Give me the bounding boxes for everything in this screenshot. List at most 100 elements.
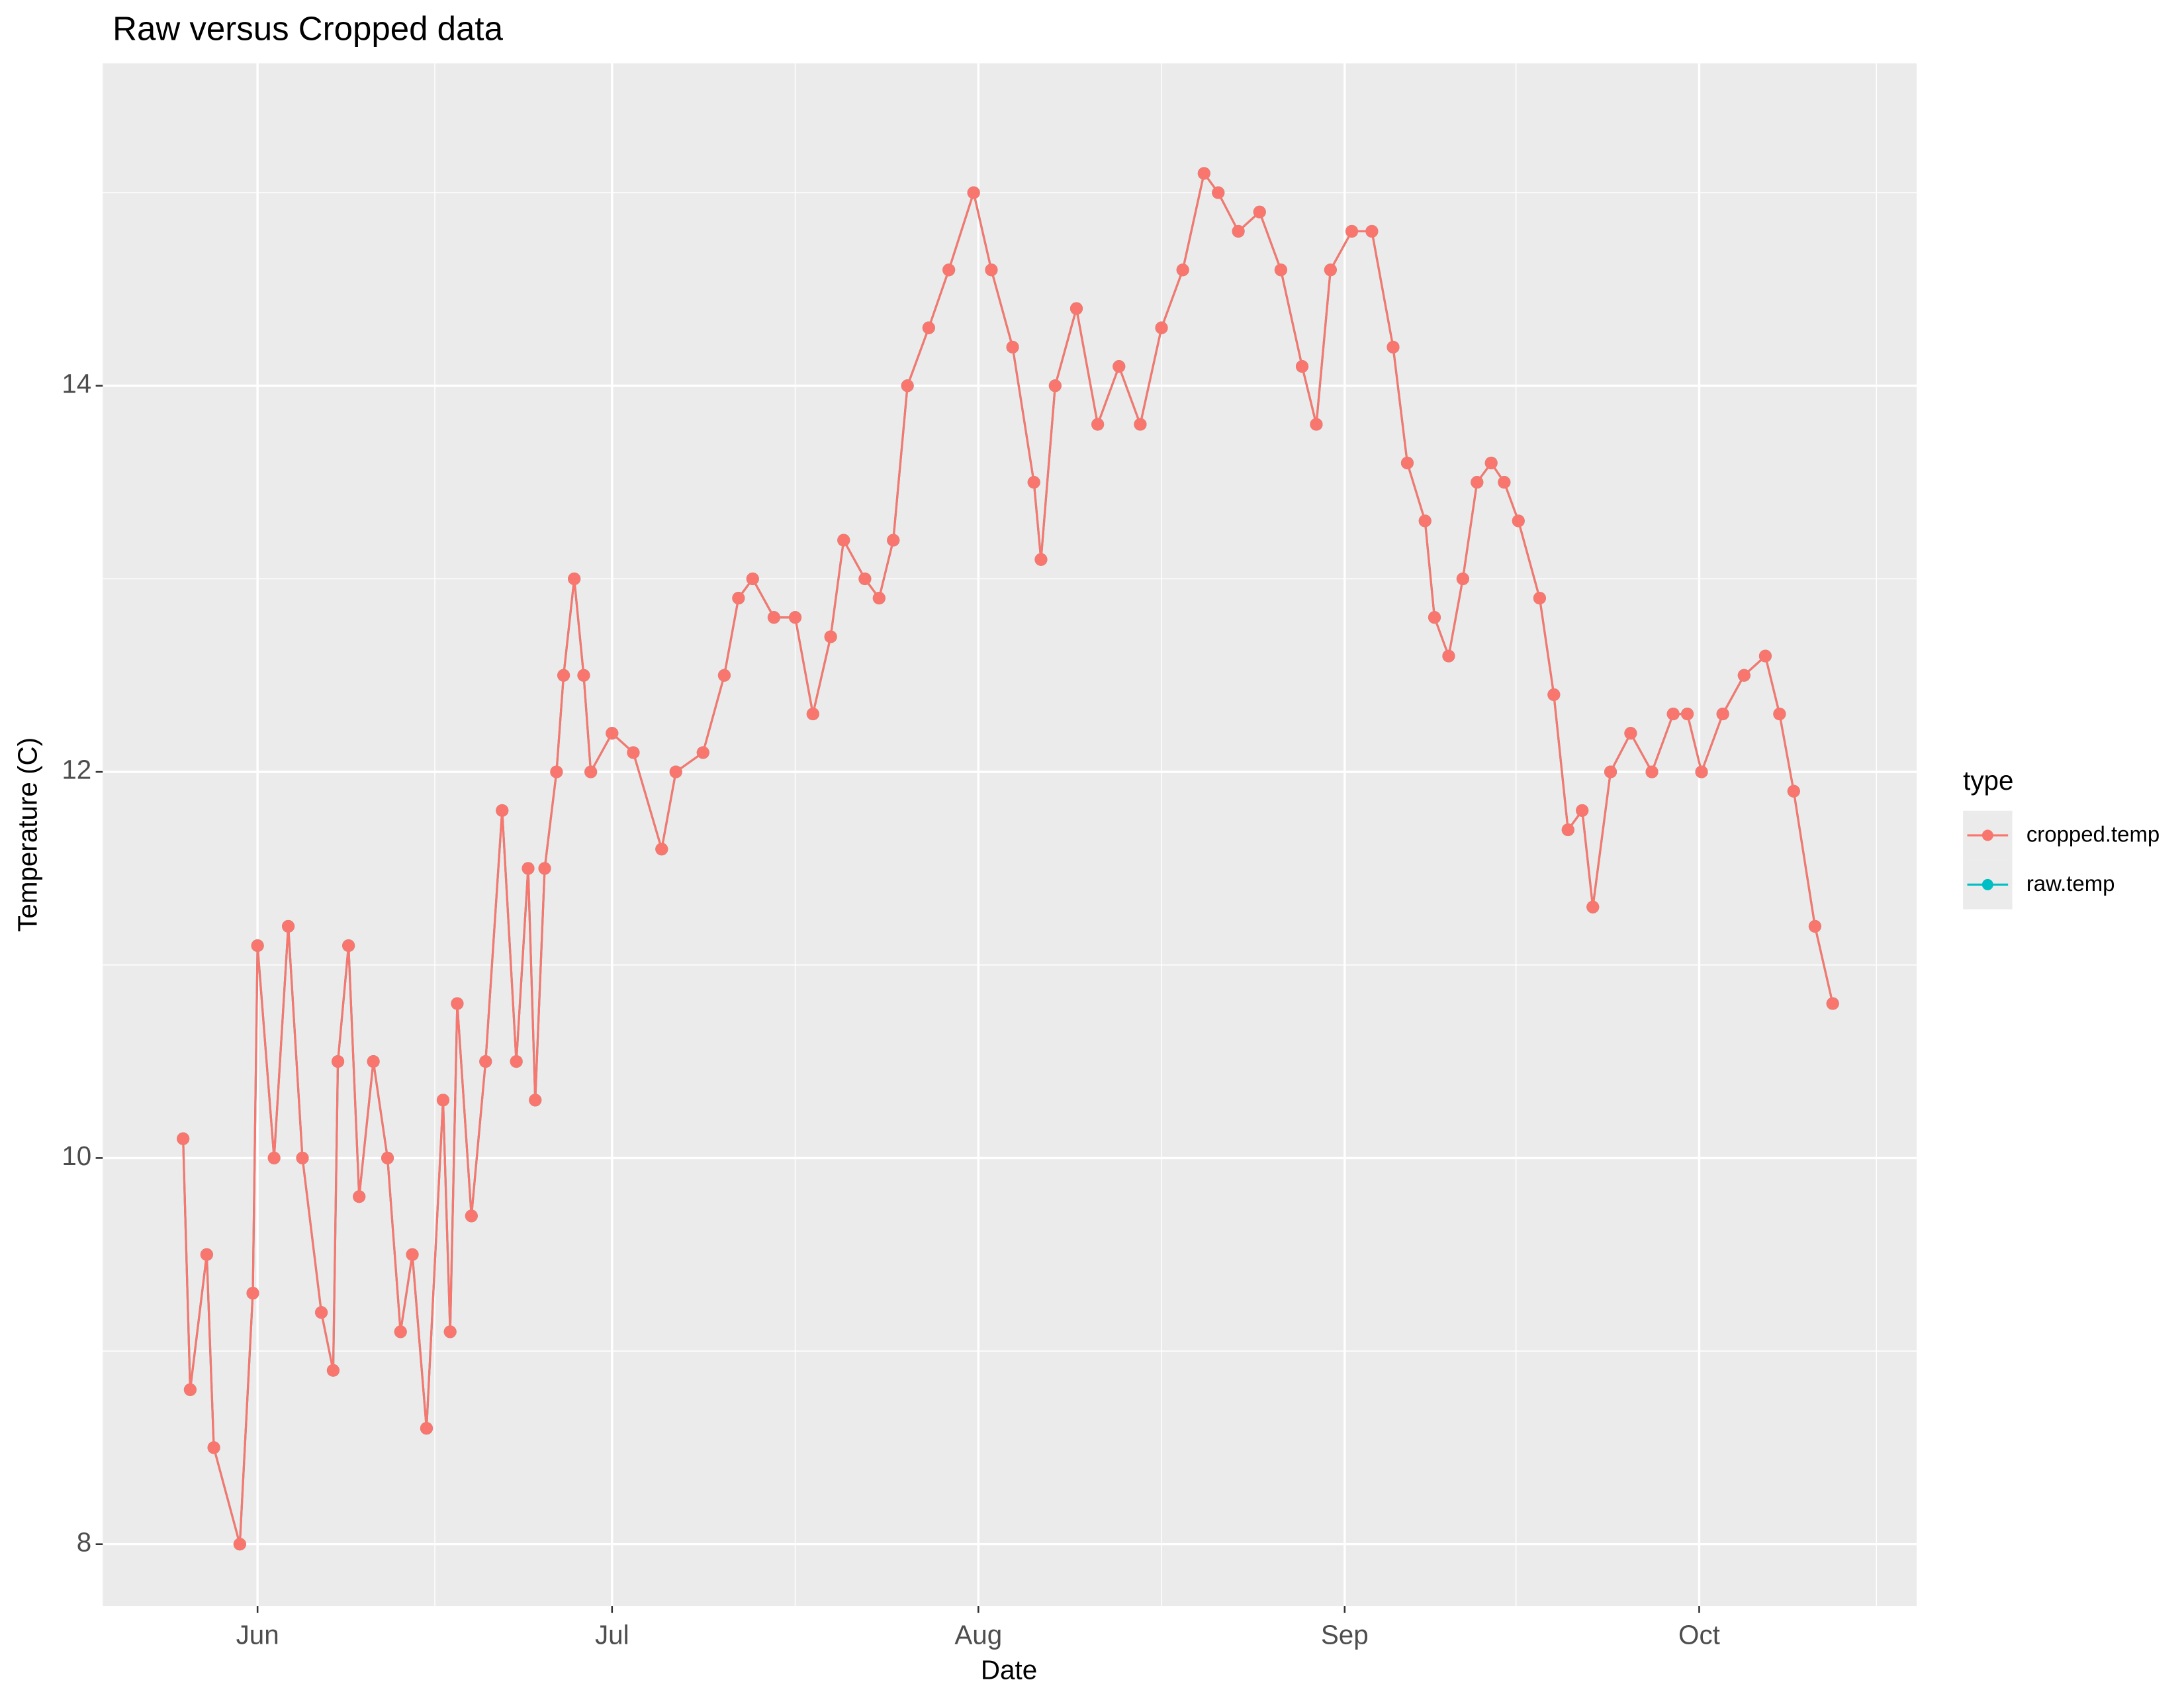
data-point xyxy=(550,765,563,778)
data-point xyxy=(1826,997,1839,1010)
data-point xyxy=(1197,167,1210,180)
data-point xyxy=(1695,765,1708,778)
data-point xyxy=(1034,553,1048,566)
data-point xyxy=(1456,572,1469,585)
data-point xyxy=(267,1151,281,1164)
data-point xyxy=(510,1055,523,1068)
data-point xyxy=(1561,823,1574,837)
data-point xyxy=(606,727,619,740)
data-point xyxy=(1586,900,1600,914)
data-point xyxy=(967,186,980,199)
data-point xyxy=(296,1151,309,1164)
data-point xyxy=(1484,456,1498,469)
data-point xyxy=(1773,708,1786,721)
data-point xyxy=(1645,765,1659,778)
data-point xyxy=(367,1055,380,1068)
data-point xyxy=(1048,379,1062,393)
data-point xyxy=(1624,727,1637,740)
data-point xyxy=(1069,302,1083,315)
legend-label: raw.temp xyxy=(2026,871,2115,896)
chart-title: Raw versus Cropped data xyxy=(113,9,503,47)
data-point xyxy=(1576,804,1589,817)
data-point xyxy=(1387,340,1400,353)
y-tick-label: 10 xyxy=(62,1141,91,1171)
data-point xyxy=(538,862,551,875)
data-point xyxy=(1345,224,1359,238)
data-point xyxy=(1274,263,1287,277)
data-point xyxy=(717,669,731,682)
data-point xyxy=(522,862,535,875)
data-point xyxy=(1471,476,1484,489)
data-point xyxy=(1418,514,1432,528)
data-point xyxy=(381,1151,394,1164)
data-point xyxy=(655,843,668,856)
data-point xyxy=(887,534,900,547)
data-point xyxy=(942,263,956,277)
data-point xyxy=(1547,688,1561,701)
data-point xyxy=(331,1055,345,1068)
data-point xyxy=(1400,456,1414,469)
data-point xyxy=(732,592,745,605)
data-point xyxy=(353,1190,366,1203)
data-point xyxy=(420,1422,433,1435)
data-point xyxy=(1681,708,1694,721)
plot-panel xyxy=(103,63,1917,1607)
data-point xyxy=(1091,418,1105,431)
data-point xyxy=(251,939,264,953)
x-tick-label: Aug xyxy=(954,1619,1002,1650)
y-tick-label: 12 xyxy=(62,755,91,785)
data-point xyxy=(1295,360,1309,373)
data-point xyxy=(1512,514,1525,528)
data-point xyxy=(406,1248,419,1261)
data-point xyxy=(465,1209,478,1223)
data-point xyxy=(207,1441,220,1454)
data-point xyxy=(1533,592,1546,605)
data-point xyxy=(326,1364,340,1377)
data-point xyxy=(1176,263,1189,277)
data-point xyxy=(1324,263,1337,277)
data-point xyxy=(1604,765,1617,778)
legend-label: cropped.temp xyxy=(2026,822,2160,847)
data-point xyxy=(1253,205,1266,218)
series-line xyxy=(182,171,1834,1545)
data-point xyxy=(837,534,850,547)
y-tick-label: 14 xyxy=(62,368,91,399)
data-point xyxy=(584,765,598,778)
data-point xyxy=(872,592,886,605)
data-point xyxy=(557,669,570,682)
data-point xyxy=(315,1306,328,1319)
data-point xyxy=(1006,340,1019,353)
data-point xyxy=(183,1383,197,1396)
data-point xyxy=(177,1132,190,1145)
data-point xyxy=(1716,708,1729,721)
data-point xyxy=(1666,708,1680,721)
x-tick-label: Jul xyxy=(595,1619,629,1650)
data-point xyxy=(788,611,802,624)
data-point xyxy=(1498,476,1511,489)
data-point xyxy=(233,1538,246,1551)
data-point xyxy=(858,572,872,585)
data-point xyxy=(1212,186,1225,199)
data-point xyxy=(669,765,682,778)
legend-key-point xyxy=(1981,829,1993,841)
data-point xyxy=(246,1286,259,1300)
data-point xyxy=(1442,649,1455,663)
y-tick-label: 8 xyxy=(77,1526,91,1557)
data-point xyxy=(1758,649,1772,663)
x-tick-label: Jun xyxy=(236,1619,279,1650)
data-point xyxy=(529,1094,542,1107)
data-point xyxy=(1027,476,1040,489)
data-point xyxy=(1113,360,1126,373)
data-point xyxy=(577,669,590,682)
legend-title: type xyxy=(1963,765,2013,796)
data-point xyxy=(824,630,837,643)
data-point xyxy=(922,321,935,334)
data-point xyxy=(627,746,640,759)
data-point xyxy=(806,708,819,721)
y-axis-title: Temperature (C) xyxy=(12,737,42,932)
x-tick-label: Oct xyxy=(1678,1619,1720,1650)
data-point xyxy=(282,919,295,933)
data-point xyxy=(1155,321,1168,334)
